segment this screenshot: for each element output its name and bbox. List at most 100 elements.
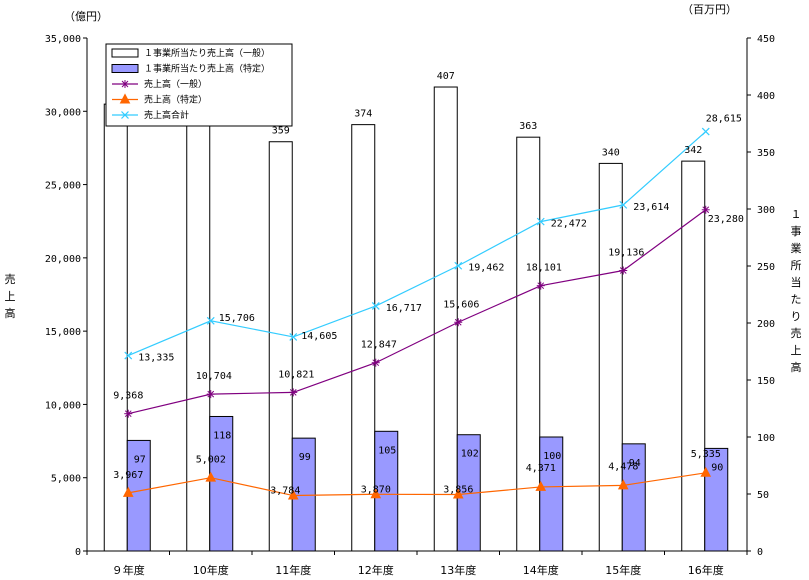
category-label-5: 14年度 (523, 563, 559, 577)
total-label-4: 19,462 (468, 263, 504, 274)
right-tick-label-8: 400 (757, 91, 775, 102)
specific-label-0: 3,967 (113, 470, 143, 481)
bar-specific-label-3: 105 (378, 445, 396, 456)
category-label-2: 11年度 (275, 563, 311, 577)
general-label-5: 18,101 (526, 263, 562, 274)
specific-line (128, 472, 706, 497)
right-axis-title: １事業所当たり売上高 (791, 208, 802, 374)
left-axis-title: 売上高 (5, 273, 16, 320)
left-tick-label-6: 30,000 (45, 107, 81, 118)
legend-marker-2 (121, 80, 129, 88)
labels-layer: 97 118 359 99 374 105 407 102 363 100 340 94 342 90 13… (113, 71, 744, 497)
specific-marker-6 (617, 479, 629, 490)
bar-general-4 (433, 86, 458, 552)
general-line (128, 209, 707, 415)
total-marker-2 (289, 333, 298, 341)
legend-label-0: １事業所当たり売上高（一般） (144, 47, 270, 59)
bar-specific-label-5: 100 (543, 451, 561, 462)
right-unit-label: （百万円） (682, 3, 737, 16)
specific-marker-3 (370, 488, 382, 499)
total-label-3: 16,717 (386, 303, 422, 314)
left-tick-label-1: 5,000 (51, 474, 81, 485)
left-tick-label-7: 35,000 (45, 34, 81, 45)
general-marker-6 (619, 266, 628, 275)
general-label-6: 19,136 (608, 248, 644, 259)
category-label-7: 16年度 (688, 563, 724, 577)
legend-label-3: 売上高（特定） (144, 94, 207, 106)
specific-marker-4 (452, 488, 464, 499)
left-tick-label-5: 25,000 (45, 181, 81, 192)
specific-marker-7 (700, 466, 712, 477)
general-marker-3 (371, 358, 380, 367)
bar-specific-label-0: 97 (134, 454, 146, 465)
bars-layer (103, 86, 729, 552)
bar-specific-label-7: 90 (711, 462, 723, 473)
right-tick-label-7: 350 (757, 148, 775, 159)
right-tick-label-2: 100 (757, 433, 775, 444)
bar-general-6 (598, 162, 623, 552)
total-label-0: 13,335 (138, 353, 174, 364)
bar-general-1 (186, 119, 211, 552)
legend: １事業所当たり売上高（一般） １事業所当たり売上高（特定） 売上高（一般） 売上高（特… (105, 43, 293, 127)
left-tick-label-4: 20,000 (45, 254, 81, 265)
total-label-7: 28,615 (706, 114, 742, 125)
specific-label-5: 4,371 (526, 463, 556, 474)
bar-general-label-2: 359 (272, 126, 290, 137)
right-tick-label-5: 250 (757, 262, 775, 273)
total-marker-3 (371, 302, 380, 310)
total-marker-6 (619, 200, 628, 209)
total-marker-4 (454, 261, 463, 270)
bar-general-label-5: 363 (519, 121, 537, 132)
legend-marker-3 (119, 93, 131, 104)
specific-marker-1 (205, 471, 217, 482)
total-marker-0 (124, 351, 133, 360)
category-label-0: ９年度 (112, 563, 145, 577)
right-tick-label-6: 300 (757, 205, 775, 216)
general-marker-2 (289, 388, 298, 397)
specific-label-6: 4,478 (608, 461, 638, 472)
general-label-0: 9,368 (113, 391, 143, 402)
general-marker-7 (701, 205, 710, 214)
category-label-1: 10年度 (193, 563, 229, 577)
right-tick-label-1: 50 (757, 490, 769, 501)
right-tick-label-0: 0 (757, 547, 763, 558)
bar-specific-label-4: 102 (461, 449, 479, 460)
left-tick-label-3: 15,000 (45, 327, 81, 338)
total-marker-5 (536, 217, 545, 226)
general-label-4: 15,606 (443, 299, 479, 310)
general-marker-1 (206, 390, 215, 399)
category-label-3: 12年度 (358, 563, 394, 577)
axes-layer: 0 5,000 10,000 15,000 20,000 25,000 30,000 35,0… (5, 3, 802, 577)
lines-layer (122, 127, 712, 500)
general-label-7: 23,280 (708, 214, 744, 225)
total-marker-7 (701, 127, 710, 136)
general-label-3: 12,847 (361, 340, 397, 351)
bar-specific-label-1: 118 (213, 430, 231, 441)
specific-label-4: 3,856 (443, 484, 473, 495)
legend-label-2: 売上高（一般） (144, 78, 207, 90)
total-label-2: 14,605 (301, 331, 337, 342)
left-tick-label-0: 0 (75, 547, 81, 558)
general-marker-0 (124, 409, 133, 418)
bar-general-label-4: 407 (437, 71, 455, 82)
bar-general-label-6: 340 (602, 147, 620, 158)
bar-specific-label-2: 99 (299, 452, 311, 463)
general-marker-5 (536, 281, 545, 290)
total-line (128, 131, 707, 357)
category-label-6: 15年度 (605, 563, 641, 577)
total-label-1: 15,706 (219, 313, 255, 324)
bar-general-label-7: 342 (684, 145, 702, 156)
specific-label-1: 5,002 (196, 455, 226, 466)
legend-marker-4 (121, 111, 129, 119)
total-marker-1 (206, 316, 215, 325)
right-tick-label-3: 150 (757, 376, 775, 387)
legend-box (105, 43, 293, 127)
general-label-1: 10,704 (196, 371, 232, 382)
legend-swatch-0 (111, 48, 139, 58)
general-label-2: 10,821 (278, 369, 314, 380)
specific-marker-0 (122, 486, 134, 497)
general-marker-4 (454, 318, 463, 327)
specific-marker-5 (535, 480, 547, 491)
specific-marker-2 (287, 489, 299, 500)
